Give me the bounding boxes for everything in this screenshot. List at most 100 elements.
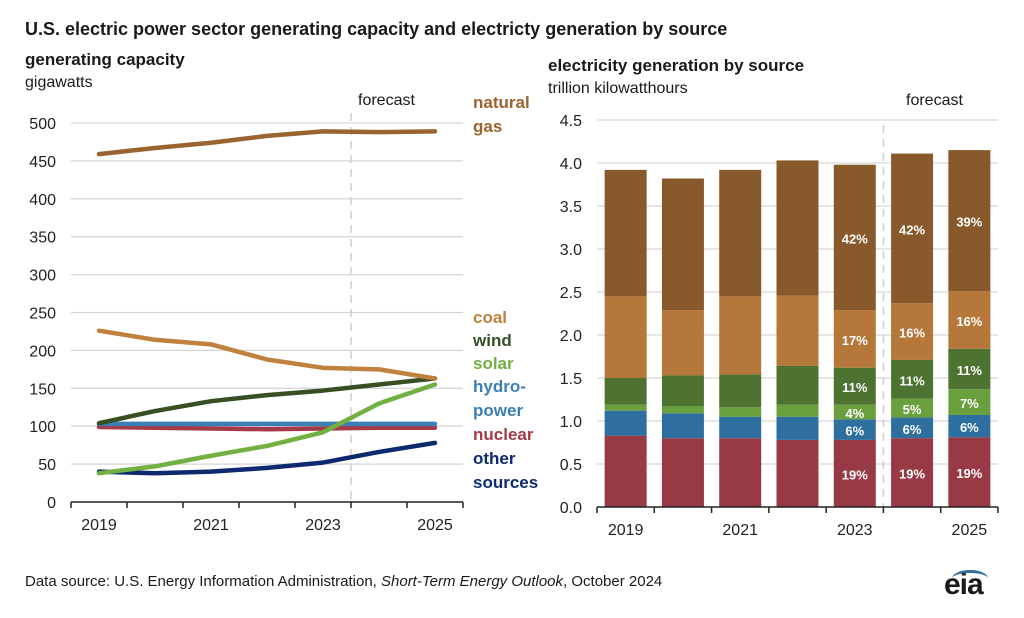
bar-segment-nuclear [604,435,647,507]
series-line-solar [96,382,438,476]
legend-label-hydropower: power [473,401,523,420]
bar-data-label: 42% [899,222,925,237]
left-y-tick-label: 200 [29,343,56,360]
bar-data-label: 39% [956,215,982,230]
right-y-tick-label: 0.0 [560,500,582,517]
legend-label-wind: wind [472,331,512,350]
bar-segment-hydropower [891,417,934,439]
source-publication: Short-Term Energy Outlook [381,573,564,590]
bar-segment-solar [948,389,991,415]
bar-segment-solar [891,398,934,418]
series-line-coal [96,328,438,381]
left-forecast-label: forecast [358,92,415,109]
left-y-tick-label: 150 [29,381,56,398]
left-y-tick-label: 50 [38,457,56,474]
left-y-tick-label: 0 [47,495,56,512]
left-y-tick-label: 500 [29,116,56,133]
bar-data-label: 19% [899,467,925,482]
series-line-nuclear [96,424,438,432]
right-y-tick-label: 0.5 [560,457,582,474]
bar-data-label: 11% [842,380,868,395]
bar-segment-wind [891,359,934,399]
right-y-tick-label: 1.0 [560,414,582,431]
legend-label-natural-gas: natural [473,93,530,112]
series-line-natural-gas [96,129,438,157]
bar-segment-coal [833,310,876,368]
bar-segment-coal [604,296,647,378]
bar-data-label: 19% [956,466,982,481]
left-chart-title: generating capacity [25,50,185,69]
source-suffix: , October 2024 [563,573,663,590]
bar-segment-hydropower [833,419,876,440]
bar-segment-natural-gas [833,164,876,311]
bar-segment-coal [891,303,934,360]
bar-segment-solar [604,404,647,411]
bar-data-label: 11% [899,373,925,388]
series-line-wind [96,376,438,426]
right-y-tick-label: 4.0 [560,156,582,173]
left-x-tick-label: 2023 [305,517,341,534]
left-x-tick-label: 2019 [81,517,117,534]
bar-segment-coal [719,296,762,375]
eia-logo: eia [944,568,988,602]
right-chart-unit: trillion kilowatthours [548,80,688,97]
bar-data-label: 4% [845,406,864,421]
left-x-tick-label: 2021 [193,517,229,534]
left-y-tick-label: 100 [29,419,56,436]
bar-data-label: 6% [903,422,922,437]
legend-label-solar: solar [473,354,514,373]
bar-segment-nuclear [833,439,876,507]
bar-segment-natural-gas [948,150,991,292]
series-line-other-sources [96,440,438,476]
bar-segment-nuclear [948,437,991,507]
bar-segment-natural-gas [776,160,819,296]
left-y-tick-label: 350 [29,230,56,247]
right-y-tick-label: 1.5 [560,371,582,388]
left-y-tick-label: 450 [29,154,56,171]
left-x-tick-label: 2025 [417,517,453,534]
bar-data-label: 16% [956,314,982,329]
right-y-tick-label: 3.0 [560,242,582,259]
source-prefix: Data source: U.S. Energy Information Adm… [25,573,381,590]
bar-segment-hydropower [661,413,704,439]
bar-segment-nuclear [661,438,704,507]
bar-segment-wind [948,348,991,390]
bar-segment-hydropower [604,410,647,436]
bar-segment-natural-gas [661,178,704,311]
legend-label-other-sources: sources [473,473,538,492]
bar-segment-nuclear [891,438,934,507]
source-note: Data source: U.S. Energy Information Adm… [25,573,662,590]
bar-segment-solar [833,404,876,420]
left-chart-unit: gigawatts [25,74,93,91]
right-x-tick-label: 2025 [952,522,988,539]
bar-segment-wind [833,367,876,405]
right-x-tick-label: 2021 [722,522,758,539]
legend-label-coal: coal [473,308,507,327]
bar-data-label: 19% [842,467,868,482]
bar-segment-coal [948,291,991,349]
bar-data-label: 7% [960,396,979,411]
bar-segment-wind [604,378,647,405]
bar-data-label: 16% [899,326,925,341]
right-x-tick-label: 2019 [608,522,644,539]
bar-segment-nuclear [776,439,819,507]
bar-segment-natural-gas [719,169,762,297]
bar-segment-wind [719,374,762,408]
legend-label-hydropower: hydro- [473,377,526,396]
bar-segment-coal [661,310,704,376]
right-forecast-label: forecast [906,92,963,109]
left-y-tick-label: 250 [29,306,56,323]
bar-data-label: 17% [842,333,868,348]
right-chart-title: electricity generation by source [548,56,805,75]
bar-segment-solar [776,404,819,417]
bar-segment-solar [661,406,704,414]
bar-data-label: 6% [845,424,864,439]
bar-segment-wind [776,365,819,405]
bar-segment-hydropower [776,416,819,440]
legend-label-other-sources: other [473,449,516,468]
legend-label-nuclear: nuclear [473,425,534,444]
bar-data-label: 42% [842,231,868,246]
left-y-tick-label: 400 [29,192,56,209]
bar-segment-hydropower [948,414,991,438]
